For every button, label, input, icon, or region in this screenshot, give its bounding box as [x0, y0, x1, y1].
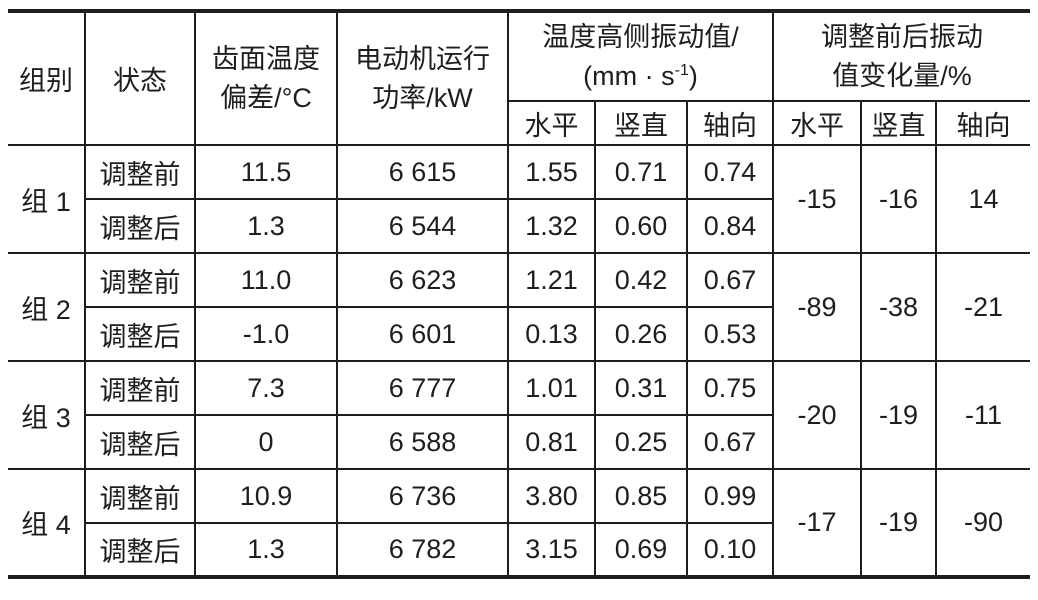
power-cell: 6 544	[336, 198, 509, 254]
status-cell: 调整后	[84, 414, 196, 470]
header-temp-deviation-column: 齿面温度 偏差/°C	[194, 10, 338, 146]
vib-vertical-cell: 0.69	[594, 522, 688, 578]
unit-superscript: -1	[674, 61, 689, 79]
vib-horizontal-cell: 0.13	[507, 306, 596, 362]
vib-vertical-cell: 0.25	[594, 414, 688, 470]
vibration-adjustment-table: 组别 状态 齿面温度 偏差/°C 电动机运行 功率/kW 温度高侧振动值/ (m…	[8, 9, 1031, 579]
change-vertical-cell: -19	[860, 360, 937, 470]
change-axial-cell: 14	[934, 144, 1031, 254]
unit-prefix: (mm · s	[583, 60, 675, 91]
vib-horizontal-cell: 1.21	[507, 252, 596, 308]
change-vertical-cell: -38	[860, 252, 937, 362]
temp-cell: 0	[194, 414, 338, 470]
vib-axial-cell: 0.99	[686, 468, 774, 524]
temp-cell: -1.0	[194, 306, 338, 362]
header-temp-line2: 偏差/°C	[220, 82, 312, 113]
vib-axial-cell: 0.74	[686, 144, 774, 200]
header-change-group: 调整前后振动 值变化量/%	[771, 10, 1031, 102]
vib-axial-cell: 0.67	[686, 414, 774, 470]
vib-vertical-cell: 0.60	[594, 198, 688, 254]
subheader-change-vertical: 竖直	[860, 100, 937, 146]
vib-horizontal-cell: 3.80	[507, 468, 596, 524]
subheader-vib-horizontal: 水平	[507, 100, 596, 146]
vib-horizontal-cell: 1.55	[507, 144, 596, 200]
group-label: 组 4	[8, 468, 86, 578]
vib-vertical-cell: 0.26	[594, 306, 688, 362]
change-horizontal-cell: -20	[772, 360, 862, 470]
group-label: 组 2	[8, 252, 86, 362]
vib-vertical-cell: 0.42	[594, 252, 688, 308]
vib-axial-cell: 0.67	[686, 252, 774, 308]
change-horizontal-cell: -15	[772, 144, 862, 254]
change-horizontal-cell: -17	[772, 468, 862, 578]
vib-axial-cell: 0.53	[686, 306, 774, 362]
temp-cell: 7.3	[194, 360, 338, 416]
change-horizontal-cell: -89	[772, 252, 862, 362]
unit-suffix: )	[688, 60, 698, 91]
group-label: 组 3	[8, 360, 86, 470]
change-vertical-cell: -16	[860, 144, 937, 254]
temp-cell: 11.5	[194, 144, 338, 200]
header-temp-line1: 齿面温度	[212, 44, 320, 75]
status-cell: 调整后	[84, 522, 196, 578]
header-change-line1: 调整前后振动	[821, 22, 983, 53]
header-change-line2: 值变化量/%	[832, 60, 972, 91]
status-cell: 调整后	[84, 198, 196, 254]
vib-axial-cell: 0.84	[686, 198, 774, 254]
change-vertical-cell: -19	[860, 468, 937, 578]
power-cell: 6 782	[336, 522, 509, 578]
temp-cell: 11.0	[194, 252, 338, 308]
temp-cell: 1.3	[194, 522, 338, 578]
header-power-line1: 电动机运行	[355, 44, 490, 75]
status-cell: 调整前	[84, 360, 196, 416]
header-status-column: 状态	[84, 10, 196, 146]
vib-axial-cell: 0.10	[686, 522, 774, 578]
vib-horizontal-cell: 1.32	[507, 198, 596, 254]
vib-vertical-cell: 0.71	[594, 144, 688, 200]
subheader-change-horizontal: 水平	[772, 100, 862, 146]
vib-vertical-cell: 0.85	[594, 468, 688, 524]
power-cell: 6 588	[336, 414, 509, 470]
temp-cell: 10.9	[194, 468, 338, 524]
status-cell: 调整后	[84, 306, 196, 362]
status-cell: 调整前	[84, 144, 196, 200]
power-cell: 6 615	[336, 144, 509, 200]
change-axial-cell: -90	[934, 468, 1031, 578]
power-cell: 6 777	[336, 360, 509, 416]
header-vibration-unit: (mm · s-1)	[510, 57, 771, 95]
change-axial-cell: -21	[934, 252, 1031, 362]
header-motor-power-column: 电动机运行 功率/kW	[336, 10, 509, 146]
status-cell: 调整前	[84, 468, 196, 524]
subheader-vib-axial: 轴向	[686, 100, 774, 146]
power-cell: 6 736	[336, 468, 509, 524]
subheader-vib-vertical: 竖直	[594, 100, 688, 146]
power-cell: 6 601	[336, 306, 509, 362]
vib-horizontal-cell: 0.81	[507, 414, 596, 470]
vib-horizontal-cell: 1.01	[507, 360, 596, 416]
header-power-line2: 功率/kW	[372, 82, 473, 113]
header-group-column: 组别	[8, 10, 86, 146]
vib-axial-cell: 0.75	[686, 360, 774, 416]
status-cell: 调整前	[84, 252, 196, 308]
header-vibration-line1: 温度高侧振动值/	[542, 22, 739, 53]
group-label: 组 1	[8, 144, 86, 254]
vib-horizontal-cell: 3.15	[507, 522, 596, 578]
temp-cell: 1.3	[194, 198, 338, 254]
vib-vertical-cell: 0.31	[594, 360, 688, 416]
header-vibration-group: 温度高侧振动值/ (mm · s-1)	[507, 10, 774, 102]
subheader-change-axial: 轴向	[934, 100, 1031, 146]
power-cell: 6 623	[336, 252, 509, 308]
change-axial-cell: -11	[934, 360, 1031, 470]
